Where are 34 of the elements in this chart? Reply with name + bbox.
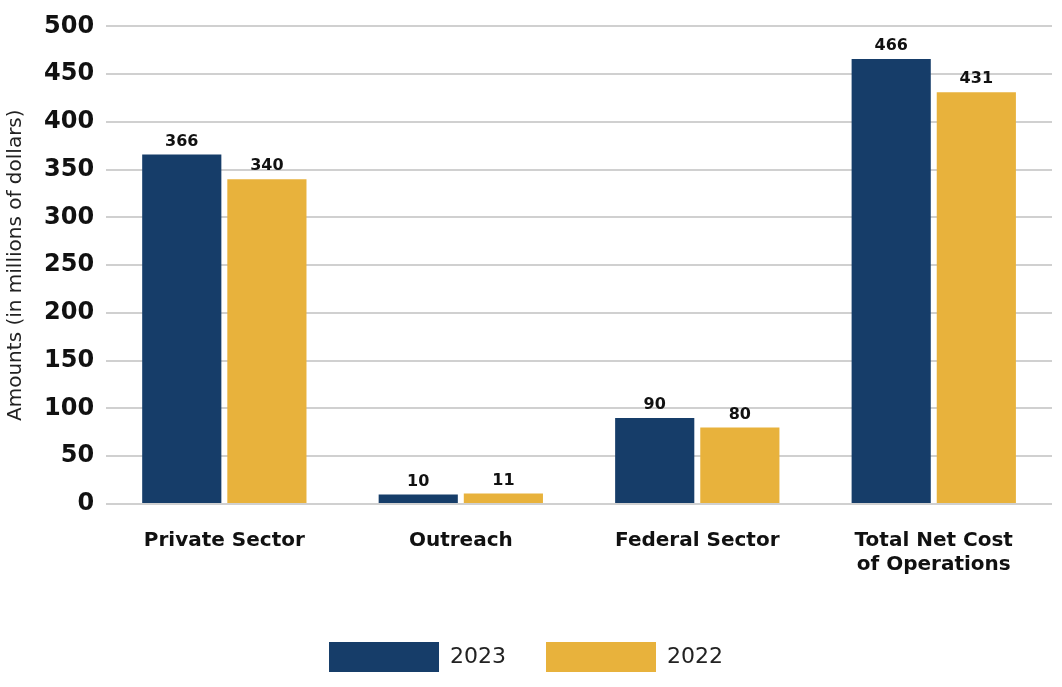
bar xyxy=(700,427,780,503)
y-axis-title: Amounts (in millions of dollars) xyxy=(2,109,27,421)
legend-label: 2023 xyxy=(450,642,507,668)
data-label: 466 xyxy=(874,35,908,55)
legend-label: 2022 xyxy=(667,642,723,668)
data-label: 366 xyxy=(165,130,199,150)
bar xyxy=(463,493,543,503)
data-label: 340 xyxy=(250,155,284,175)
bar xyxy=(851,58,931,503)
data-label: 11 xyxy=(492,469,515,489)
y-tick-label: 450 xyxy=(43,58,95,87)
bar xyxy=(378,494,458,503)
bar xyxy=(142,154,222,503)
y-tick-label: 100 xyxy=(43,392,95,421)
y-tick-label: 200 xyxy=(43,297,95,326)
data-label: 90 xyxy=(643,394,666,414)
data-label: 10 xyxy=(407,470,430,490)
bar xyxy=(615,418,695,503)
data-label: 431 xyxy=(959,68,994,88)
y-tick-label: 300 xyxy=(43,201,95,230)
y-tick-label: 150 xyxy=(43,344,95,373)
x-tick-label: Total Net Cost of Operations xyxy=(854,527,1014,576)
y-tick-label: 500 xyxy=(43,10,95,39)
data-label: 80 xyxy=(728,403,751,423)
x-tick-label: Federal Sector xyxy=(615,527,780,552)
y-tick-label: 350 xyxy=(43,153,95,182)
y-tick-label: 0 xyxy=(77,488,95,517)
y-tick-label: 250 xyxy=(43,249,95,278)
bar xyxy=(936,92,1016,503)
x-tick-label: Outreach xyxy=(408,527,513,552)
x-tick-label: Private Sector xyxy=(143,527,305,552)
y-tick-label: 400 xyxy=(43,106,95,135)
bar xyxy=(227,179,307,503)
y-tick-label: 50 xyxy=(60,440,95,469)
